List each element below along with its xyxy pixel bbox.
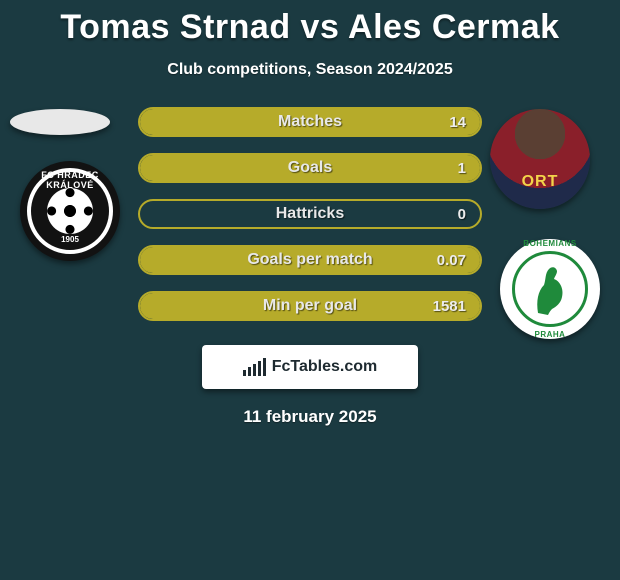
crest-right-top-text: BOHEMIANS bbox=[515, 239, 585, 248]
brand-bar bbox=[263, 358, 266, 376]
stat-bar-label: Hattricks bbox=[140, 201, 480, 227]
stat-bar-value: 1581 bbox=[433, 293, 466, 319]
brand-bar bbox=[243, 370, 246, 376]
brand-bar bbox=[258, 361, 261, 376]
stat-bar: Goals 1 bbox=[138, 153, 482, 183]
brand-bar-chart-icon bbox=[243, 358, 266, 376]
player-avatar-left bbox=[10, 109, 110, 135]
stat-bar-label: Min per goal bbox=[140, 293, 480, 319]
stat-bar-label: Goals bbox=[140, 155, 480, 181]
stat-bar-value: 0 bbox=[458, 201, 466, 227]
brand-box: FcTables.com bbox=[202, 345, 418, 389]
stat-bar-value: 0.07 bbox=[437, 247, 466, 273]
stat-bar-label: Matches bbox=[140, 109, 480, 135]
page-title: Tomas Strnad vs Ales Cermak bbox=[0, 0, 620, 47]
stat-bar: Min per goal 1581 bbox=[138, 291, 482, 321]
stat-bar: Hattricks 0 bbox=[138, 199, 482, 229]
football-icon bbox=[47, 188, 93, 234]
date-text: 11 february 2025 bbox=[0, 407, 620, 427]
brand-bar bbox=[253, 364, 256, 376]
brand-text: FcTables.com bbox=[272, 358, 378, 376]
kangaroo-icon bbox=[532, 263, 568, 315]
crest-left-arc-text: FC HRADEC KRÁLOVÉ bbox=[31, 170, 109, 190]
crest-left-ring: FC HRADEC KRÁLOVÉ 1905 bbox=[27, 168, 113, 254]
brand-bar bbox=[248, 367, 251, 376]
stat-bars: Matches 14 Goals 1 Hattricks 0 Goals per… bbox=[138, 107, 482, 337]
stat-bar: Matches 14 bbox=[138, 107, 482, 137]
stat-bar-value: 14 bbox=[449, 109, 466, 135]
crest-right-bottom-text: PRAHA bbox=[515, 330, 585, 339]
stat-bar-label: Goals per match bbox=[140, 247, 480, 273]
club-crest-left: FC HRADEC KRÁLOVÉ 1905 bbox=[20, 161, 120, 261]
crest-left-year: 1905 bbox=[31, 235, 109, 244]
player-avatar-right: ORT bbox=[490, 109, 590, 209]
stat-bar-value: 1 bbox=[458, 155, 466, 181]
crest-right-inner: BOHEMIANS PRAHA bbox=[512, 251, 588, 327]
jersey-sponsor-text: ORT bbox=[490, 173, 590, 191]
stat-bar: Goals per match 0.07 bbox=[138, 245, 482, 275]
subtitle: Club competitions, Season 2024/2025 bbox=[0, 61, 620, 79]
club-crest-right: BOHEMIANS PRAHA bbox=[500, 239, 600, 339]
